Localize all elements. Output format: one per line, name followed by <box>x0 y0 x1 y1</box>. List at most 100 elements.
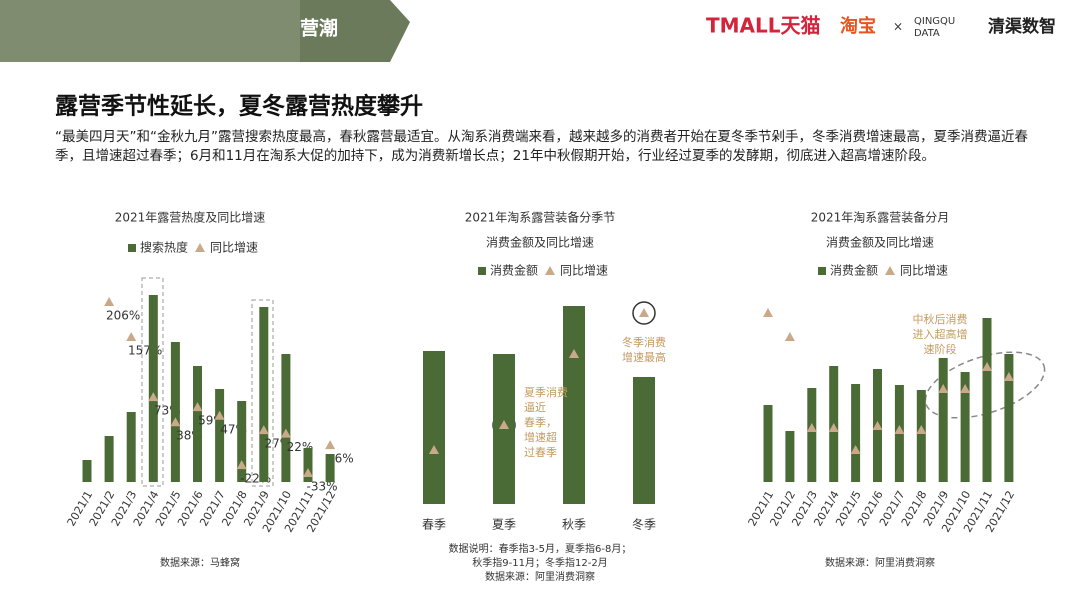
legend-label: 搜索热度 <box>140 240 188 255</box>
legend-swatch <box>818 267 826 275</box>
legend-label: 同比增速 <box>210 241 258 255</box>
marker <box>639 308 649 317</box>
marker <box>192 402 203 412</box>
bar <box>237 401 247 482</box>
marker <box>258 425 269 435</box>
bar <box>170 342 180 482</box>
legend-swatch <box>128 244 136 252</box>
marker <box>806 423 817 432</box>
marker <box>214 410 225 420</box>
bar <box>807 388 817 482</box>
marker <box>303 468 313 477</box>
legend-swatch <box>478 267 486 275</box>
x-tick-label: 冬季 <box>632 517 656 532</box>
bar <box>785 431 795 482</box>
x-tick-label: 秋季 <box>562 518 586 532</box>
annotation: 速阶段 <box>924 342 957 356</box>
chart-subtitle: 消费金额及同比增速 <box>826 235 934 250</box>
marker <box>885 266 895 275</box>
banner-text: 营潮 <box>300 17 338 40</box>
bar <box>82 460 92 482</box>
annotation: 夏季消费 <box>524 385 568 399</box>
marker <box>236 460 247 470</box>
marker <box>872 421 883 430</box>
annotation: 逼近 <box>524 401 546 414</box>
bar <box>215 389 225 482</box>
bar <box>1004 354 1014 482</box>
bar <box>763 405 773 482</box>
marker <box>982 362 992 371</box>
x-tick-label: 春季 <box>422 518 446 532</box>
data-label: 206% <box>106 309 140 323</box>
data-label: 6% <box>335 452 354 466</box>
logo: TMALL天猫 <box>706 14 821 38</box>
marker <box>104 297 115 306</box>
marker <box>763 308 773 317</box>
bar <box>104 436 114 482</box>
annotation: 冬季消费 <box>622 335 666 349</box>
marker <box>148 392 159 402</box>
bar <box>193 366 202 482</box>
bar <box>259 307 269 482</box>
bar <box>303 448 313 482</box>
logo: QINGQU <box>914 16 955 27</box>
bar <box>938 358 948 482</box>
marker <box>784 332 795 341</box>
chart-title: 2021年淘系露营装备分月 <box>811 211 950 225</box>
marker <box>280 428 291 438</box>
bar <box>982 318 992 482</box>
logo: 淘宝 <box>840 15 876 37</box>
marker <box>569 349 579 358</box>
marker <box>126 332 137 342</box>
marker <box>429 445 439 454</box>
bar <box>423 351 445 504</box>
marker <box>499 420 509 429</box>
marker <box>1003 372 1014 381</box>
annotation: 增速超 <box>524 430 557 444</box>
marker <box>916 425 927 434</box>
source-note: 数据来源：马蜂窝 <box>160 556 240 569</box>
marker <box>828 423 839 432</box>
bar <box>325 454 335 482</box>
chart-title: 2021年淘系露营装备分季节 <box>465 211 616 225</box>
description: “最美四月天”和“金秋九月”露营搜索热度最高，春秋露营最适宜。从淘系消费端来看，… <box>55 129 1028 164</box>
legend-label: 同比增速 <box>900 264 948 278</box>
data-label: -33% <box>306 480 337 494</box>
chart-subtitle: 消费金额及同比增速 <box>486 235 594 250</box>
marker <box>170 417 181 427</box>
marker <box>850 445 861 454</box>
bar <box>563 306 585 504</box>
marker <box>960 384 971 393</box>
bar <box>633 377 655 504</box>
bar <box>148 295 158 482</box>
marker <box>894 425 905 434</box>
marker <box>195 243 205 252</box>
bar <box>126 412 136 482</box>
banner-blur <box>0 0 300 62</box>
highlight-circle <box>632 301 656 325</box>
annotation: 中秋后消费 <box>913 312 968 326</box>
source-note: 数据来源：阿里消费洞察 <box>825 556 935 569</box>
annotation: 过春季 <box>524 446 557 459</box>
source-note: 秋季指9-11月；冬季指12-2月 <box>472 556 607 569</box>
annotation: 增速最高 <box>622 350 666 364</box>
highlight-ellipse <box>924 351 1046 419</box>
bar <box>851 384 861 482</box>
legend-label: 同比增速 <box>560 264 608 278</box>
highlight-box <box>251 299 274 487</box>
annotation: 春季， <box>524 416 557 429</box>
chart-title: 2021年露营热度及同比增速 <box>115 210 266 225</box>
annotation: 进入超高增 <box>913 327 968 341</box>
legend-label: 消费金额 <box>830 263 878 278</box>
bar <box>281 354 291 482</box>
source-note: 数据来源：阿里消费洞察 <box>485 570 595 583</box>
marker <box>325 440 336 450</box>
logo: DATA <box>914 28 940 39</box>
logo: 清渠数智 <box>988 16 1056 37</box>
source-note: 数据说明：春季指3-5月，夏季指6-8月； <box>449 542 632 555</box>
marker <box>938 384 949 393</box>
x-tick-label: 夏季 <box>492 518 516 532</box>
bar <box>960 372 970 482</box>
